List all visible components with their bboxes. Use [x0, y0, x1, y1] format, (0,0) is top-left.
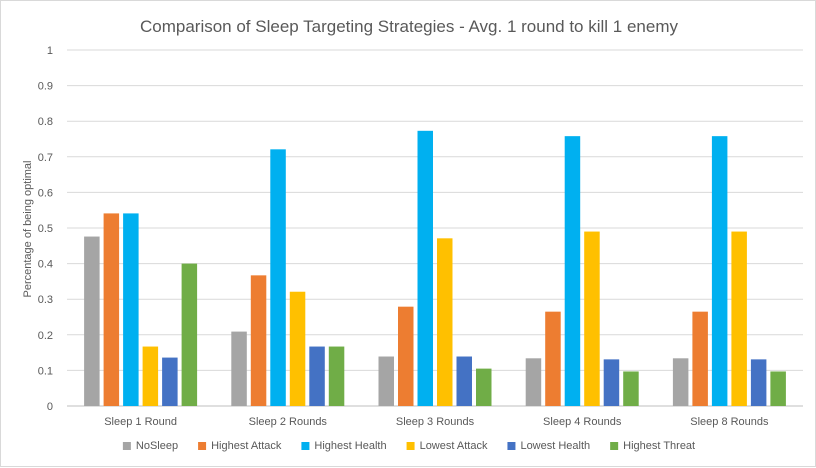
y-tick-label: 0.2	[38, 330, 53, 342]
y-tick-label: 0.5	[38, 223, 53, 235]
legend-label: Highest Health	[314, 440, 386, 452]
x-category-label: Sleep 3 Rounds	[396, 416, 475, 428]
legend: NoSleep Highest Attack Highest Health Lowes…	[122, 440, 695, 452]
bar	[564, 136, 581, 407]
bar	[623, 371, 639, 406]
bar	[84, 236, 100, 406]
legend-item: Highest Attack	[198, 440, 282, 452]
y-tick-label: 0	[47, 401, 53, 413]
bar	[378, 356, 394, 406]
legend-swatch	[610, 442, 619, 450]
bar	[711, 136, 728, 407]
bar	[289, 291, 306, 406]
legend-swatch	[122, 442, 131, 450]
bar	[584, 231, 600, 406]
legend-label: Highest Attack	[211, 440, 282, 452]
chart-title: Comparison of Sleep Targeting Strategies…	[140, 17, 679, 36]
legend-label: Highest Threat	[623, 440, 695, 452]
bar	[672, 358, 689, 406]
bar	[692, 311, 708, 406]
legend-item: Lowest Attack	[406, 440, 488, 452]
bar	[545, 311, 561, 406]
legend-swatch	[406, 442, 415, 450]
bar	[270, 149, 286, 406]
bar	[103, 213, 120, 406]
y-axis-label: Percentage of being optimal	[22, 161, 34, 298]
legend-label: NoSleep	[136, 440, 178, 452]
legend-item: Lowest Health	[507, 440, 590, 452]
y-tick-label: 0.3	[38, 294, 53, 306]
bar	[750, 359, 767, 406]
x-axis-categories: Sleep 1 Round Sleep 2 Rounds Sleep 3 Round…	[104, 416, 769, 428]
legend-item: Highest Health	[301, 440, 387, 452]
bar	[456, 356, 472, 406]
bar	[123, 213, 139, 406]
bars	[84, 130, 786, 407]
y-tick-label: 0.4	[38, 259, 53, 271]
legend-label: Lowest Attack	[420, 440, 488, 452]
bar	[603, 359, 620, 406]
bar	[309, 346, 325, 406]
bar	[437, 238, 453, 406]
bar	[162, 357, 178, 406]
legend-swatch	[198, 442, 207, 450]
y-tick-label: 0.9	[38, 81, 53, 93]
x-category-label: Sleep 4 Rounds	[543, 416, 622, 428]
legend-label: Lowest Health	[520, 440, 590, 452]
x-category-label: Sleep 8 Rounds	[690, 416, 769, 428]
bar	[417, 130, 433, 406]
legend-swatch	[301, 442, 310, 450]
bar	[250, 275, 267, 406]
bar	[398, 306, 414, 406]
x-category-label: Sleep 1 Round	[104, 416, 177, 428]
y-tick-label: 0.7	[38, 152, 53, 164]
bar	[770, 371, 786, 406]
y-tick-label: 1	[47, 45, 53, 57]
y-tick-label: 0.1	[38, 365, 53, 377]
x-category-label: Sleep 2 Rounds	[249, 416, 328, 428]
bar	[731, 231, 747, 406]
bar	[525, 358, 542, 406]
bar	[142, 346, 159, 406]
bar	[328, 346, 345, 406]
y-tick-label: 0.6	[38, 187, 53, 199]
legend-item: NoSleep	[122, 440, 178, 452]
y-axis-ticks: 0 0.1 0.2 0.3 0.4 0.5 0.6 0.7 0.8 0.9 1	[38, 45, 53, 413]
legend-swatch	[507, 442, 516, 450]
y-tick-label: 0.8	[38, 116, 53, 128]
bar	[231, 331, 247, 406]
bar	[181, 263, 198, 406]
bar	[476, 368, 492, 406]
legend-item: Highest Threat	[610, 440, 695, 452]
